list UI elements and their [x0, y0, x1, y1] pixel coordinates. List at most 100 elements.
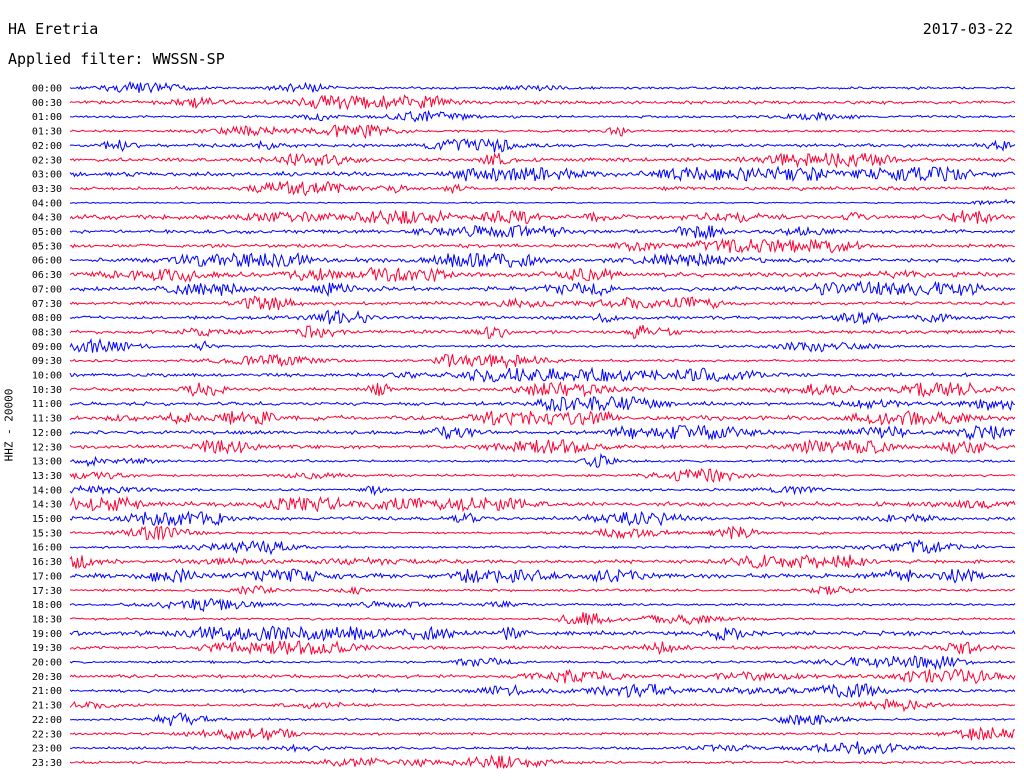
seismic-trace — [69, 524, 1016, 541]
time-tick-label: 20:30 — [32, 672, 62, 683]
time-tick-label: 12:00 — [32, 428, 62, 439]
time-tick-label: 14:00 — [32, 485, 62, 496]
time-tick-label: 19:00 — [32, 629, 62, 640]
time-tick-label: 20:00 — [32, 658, 62, 669]
time-tick-label: 04:00 — [32, 198, 62, 209]
seismic-trace — [70, 712, 1016, 727]
time-tick-label: 03:30 — [32, 184, 62, 195]
time-tick-label: 14:30 — [32, 500, 62, 511]
seismic-trace — [69, 180, 1016, 197]
station-title: HA Eretria — [8, 20, 99, 38]
seismic-trace — [69, 165, 1016, 183]
time-tick-label: 00:00 — [32, 84, 62, 95]
seismic-trace — [69, 138, 1016, 153]
seismic-trace — [69, 209, 1016, 226]
time-tick-label: 01:30 — [32, 127, 62, 138]
time-tick-label: 17:30 — [32, 586, 62, 597]
seismic-trace — [69, 699, 1016, 713]
seismic-trace — [69, 337, 1015, 353]
seismic-trace — [69, 353, 1016, 370]
time-tick-label: 10:00 — [32, 371, 62, 382]
time-tick-label: 18:30 — [32, 614, 62, 625]
seismic-trace — [69, 424, 1016, 442]
time-tick-label: 09:30 — [32, 356, 62, 367]
seismic-trace — [69, 625, 1016, 642]
time-tick-label: 11:30 — [32, 414, 62, 425]
time-tick-label: 22:00 — [32, 715, 62, 726]
time-tick-label: 05:30 — [32, 241, 62, 252]
seismic-trace — [69, 484, 1016, 497]
seismic-trace — [69, 683, 1016, 698]
seismic-trace — [69, 124, 1016, 140]
seismic-trace — [70, 741, 1016, 756]
time-tick-label: 13:30 — [32, 471, 62, 482]
time-tick-label: 06:30 — [32, 270, 62, 281]
time-tick-label: 10:30 — [32, 385, 62, 396]
time-tick-label: 06:00 — [32, 256, 62, 267]
seismic-trace — [69, 538, 1016, 556]
seismic-trace — [69, 612, 1016, 626]
seismic-trace — [69, 309, 1016, 326]
time-tick-label: 16:00 — [32, 543, 62, 554]
seismic-trace — [69, 266, 1016, 283]
time-tick-label: 15:30 — [32, 528, 62, 539]
time-tick-label: 13:00 — [32, 457, 62, 468]
date-label: 2017-03-22 — [922, 20, 1013, 38]
time-tick-label: 21:00 — [32, 686, 62, 697]
time-tick-label: 18:00 — [32, 600, 62, 611]
seismic-trace — [69, 468, 1016, 484]
time-tick-label: 12:30 — [32, 442, 62, 453]
seismic-trace — [69, 366, 1016, 384]
seismic-trace — [69, 280, 1016, 298]
seismic-trace — [69, 152, 1016, 169]
time-tick-label: 08:00 — [32, 313, 62, 324]
seismic-trace — [69, 452, 1016, 468]
time-tick-label: 11:00 — [32, 399, 62, 410]
time-tick-label: 02:30 — [32, 155, 62, 166]
seismic-trace — [69, 495, 1016, 513]
time-tick-label: 02:00 — [32, 141, 62, 152]
seismic-trace — [69, 198, 1016, 206]
seismic-trace — [69, 94, 1016, 111]
seismic-trace — [69, 251, 1016, 269]
seismic-trace — [69, 224, 1016, 241]
time-tick-label: 05:00 — [32, 227, 62, 238]
seismic-trace — [69, 109, 1016, 123]
time-tick-label: 09:00 — [32, 342, 62, 353]
time-tick-label: 07:30 — [32, 299, 62, 310]
seismic-trace — [69, 585, 1015, 596]
seismic-trace — [69, 754, 1016, 769]
time-tick-label: 00:30 — [32, 98, 62, 109]
seismic-trace — [69, 410, 1016, 427]
seismic-trace — [69, 554, 1016, 569]
seismic-trace — [69, 655, 1016, 671]
seismic-trace — [69, 510, 1016, 527]
time-tick-label: 23:00 — [32, 744, 62, 755]
seismic-trace — [70, 567, 1016, 584]
seismic-trace — [69, 668, 1016, 685]
time-tick-label: 15:00 — [32, 514, 62, 525]
seismic-trace — [69, 80, 1016, 94]
time-tick-label: 07:00 — [32, 284, 62, 295]
seismic-trace — [69, 237, 1016, 254]
time-tick-label: 22:30 — [32, 729, 62, 740]
time-tick-label: 21:30 — [32, 701, 62, 712]
time-tick-label: 17:00 — [32, 571, 62, 582]
time-tick-label: 04:30 — [32, 213, 62, 224]
time-tick-label: 19:30 — [32, 643, 62, 654]
filter-label: Applied filter: WWSSN-SP — [8, 50, 225, 68]
seismic-trace — [69, 396, 1016, 413]
time-tick-label: 08:30 — [32, 327, 62, 338]
seismic-trace — [69, 597, 1016, 613]
seismic-trace — [69, 295, 1016, 311]
seismic-trace — [69, 439, 1016, 455]
time-tick-label: 01:00 — [32, 112, 62, 123]
time-tick-label: 23:30 — [32, 758, 62, 769]
seismic-trace — [69, 640, 1016, 656]
seismic-trace — [69, 381, 1016, 398]
seismic-trace — [69, 726, 1016, 742]
time-tick-label: 16:30 — [32, 557, 62, 568]
seismic-trace — [69, 324, 1016, 340]
time-tick-label: 03:00 — [32, 170, 62, 181]
